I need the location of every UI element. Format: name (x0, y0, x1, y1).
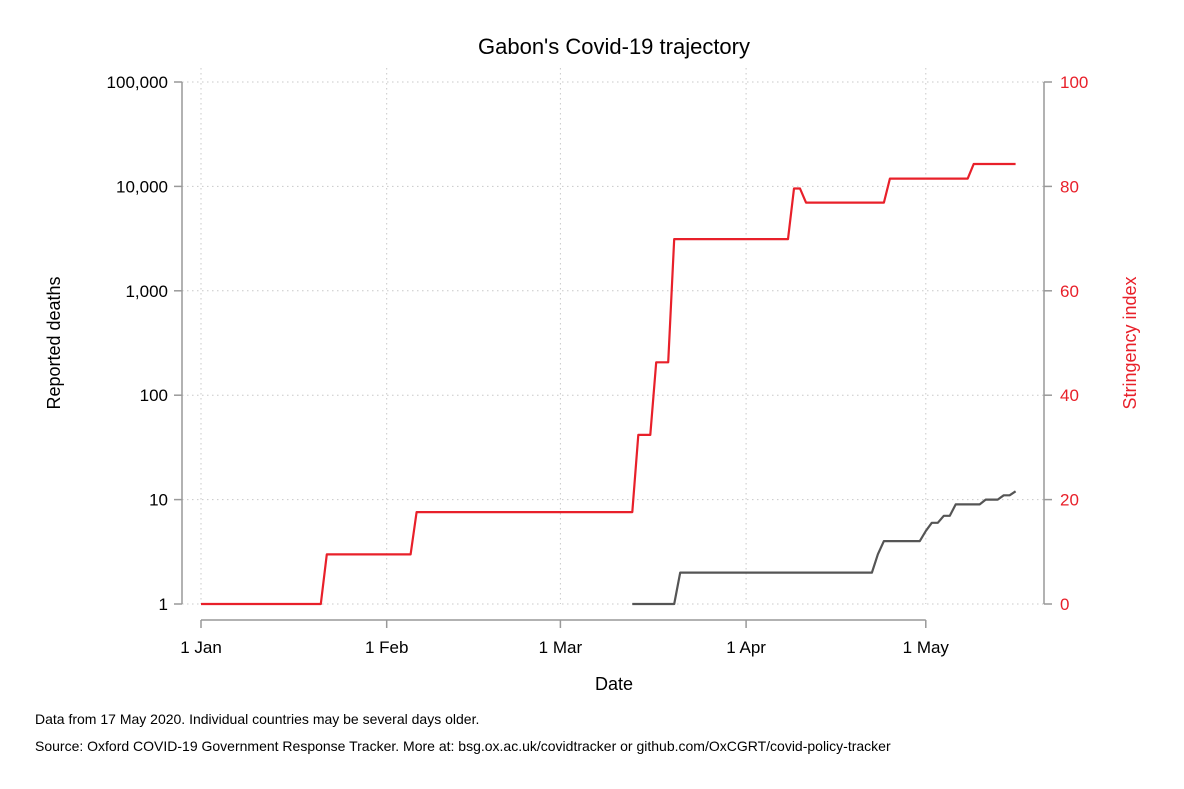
footnote-source: Source: Oxford COVID-19 Government Respo… (35, 738, 891, 754)
chart: Gabon's Covid-19 trajectory 1101001,0001… (44, 34, 1140, 694)
right-tick-label: 100 (1060, 73, 1088, 92)
left-tick-label: 1 (159, 595, 168, 614)
right-tick-label: 20 (1060, 491, 1079, 510)
x-axis: 1 Jan 1 Feb 1 Mar 1 Apr 1 May (180, 619, 950, 657)
x-tick-label: 1 Apr (726, 638, 766, 657)
x-axis-label: Date (595, 674, 633, 694)
x-tick-label: 1 Mar (539, 638, 583, 657)
footnote-data-date: Data from 17 May 2020. Individual countr… (35, 711, 480, 727)
left-axis-label: Reported deaths (44, 276, 64, 409)
deaths-line (632, 490, 1017, 606)
x-tick-label: 1 Jan (180, 638, 222, 657)
x-tick-label: 1 May (903, 638, 950, 657)
chart-title: Gabon's Covid-19 trajectory (478, 34, 750, 59)
left-tick-label: 100 (140, 386, 168, 405)
series-lines (201, 162, 1017, 606)
gridlines (182, 68, 1044, 605)
right-tick-label: 80 (1060, 177, 1079, 196)
stringency-line (201, 162, 1016, 606)
left-tick-label: 1,000 (125, 282, 168, 301)
left-tick-label: 10,000 (116, 177, 168, 196)
left-tick-label: 100,000 (107, 73, 168, 92)
left-axis: 1 10 100 1,000 10,000 100,000 (107, 73, 183, 614)
right-tick-label: 60 (1060, 282, 1079, 301)
right-tick-label: 0 (1060, 595, 1069, 614)
right-axis: 0 20 40 60 80 100 (1043, 73, 1088, 614)
right-tick-label: 40 (1060, 386, 1079, 405)
left-tick-label: 10 (149, 491, 168, 510)
x-tick-label: 1 Feb (365, 638, 408, 657)
right-axis-label: Stringency index (1120, 276, 1140, 409)
